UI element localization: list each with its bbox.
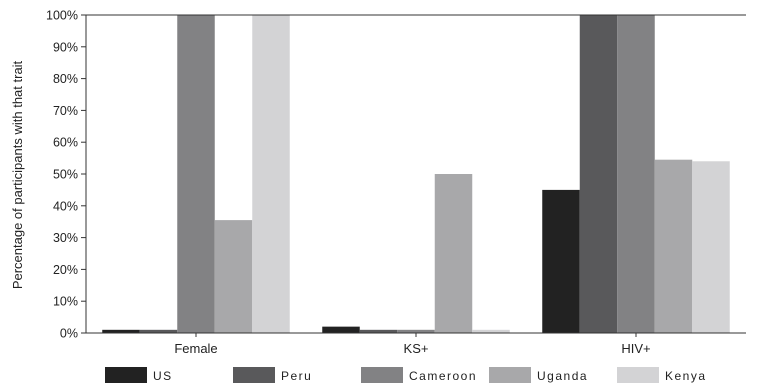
x-category-label: HIV+ — [621, 341, 650, 356]
bar-hiv-us — [542, 189, 580, 333]
bar-female-us — [102, 329, 140, 333]
legend-swatch-kenya — [617, 367, 659, 383]
legend-label-peru: Peru — [281, 369, 312, 383]
bar-female-uganda — [214, 220, 253, 333]
legend-swatch-us — [105, 367, 147, 383]
bars — [102, 15, 730, 333]
bar-ks-kenya — [472, 329, 510, 333]
y-tick-label: 30% — [53, 231, 78, 245]
y-tick-label: 20% — [53, 263, 78, 277]
y-tick-label: 0% — [60, 327, 78, 341]
y-axis-label: Percentage of participants with that tra… — [10, 60, 25, 289]
legend: US Peru Cameroon Uganda Kenya — [105, 367, 707, 383]
bar-hiv-peru — [579, 15, 618, 333]
y-axis-ticks: 0% 10% 20% 30% 40% 50% 60% 70% 80% 90% 100% — [46, 9, 86, 341]
bar-hiv-uganda — [654, 159, 693, 333]
y-tick-label: 70% — [53, 104, 78, 118]
y-tick-label: 10% — [53, 295, 78, 309]
bar-ks-peru — [359, 329, 398, 333]
legend-swatch-cameroon — [361, 367, 403, 383]
legend-label-uganda: Uganda — [537, 369, 588, 383]
legend-label-cameroon: Cameroon — [409, 369, 477, 383]
bar-ks-uganda — [434, 174, 473, 333]
bar-hiv-kenya — [692, 161, 730, 333]
bar-female-kenya — [252, 15, 290, 333]
legend-label-us: US — [153, 369, 173, 383]
x-category-label: Female — [174, 341, 217, 356]
y-tick-label: 100% — [46, 9, 78, 23]
x-category-label: KS+ — [404, 341, 429, 356]
y-tick-label: 60% — [53, 136, 78, 150]
legend-label-kenya: Kenya — [665, 369, 707, 383]
legend-swatch-peru — [233, 367, 275, 383]
bar-ks-cameroon — [397, 329, 435, 333]
y-tick-label: 90% — [53, 40, 78, 54]
bar-ks-us — [322, 326, 360, 333]
bar-female-peru — [139, 329, 178, 333]
bar-female-cameroon — [177, 15, 215, 333]
y-tick-label: 80% — [53, 72, 78, 86]
bar-hiv-cameroon — [617, 15, 655, 333]
y-tick-label: 40% — [53, 199, 78, 213]
x-axis-categories: Female KS+ HIV+ — [174, 333, 651, 356]
y-tick-label: 50% — [53, 168, 78, 182]
legend-swatch-uganda — [489, 367, 531, 383]
